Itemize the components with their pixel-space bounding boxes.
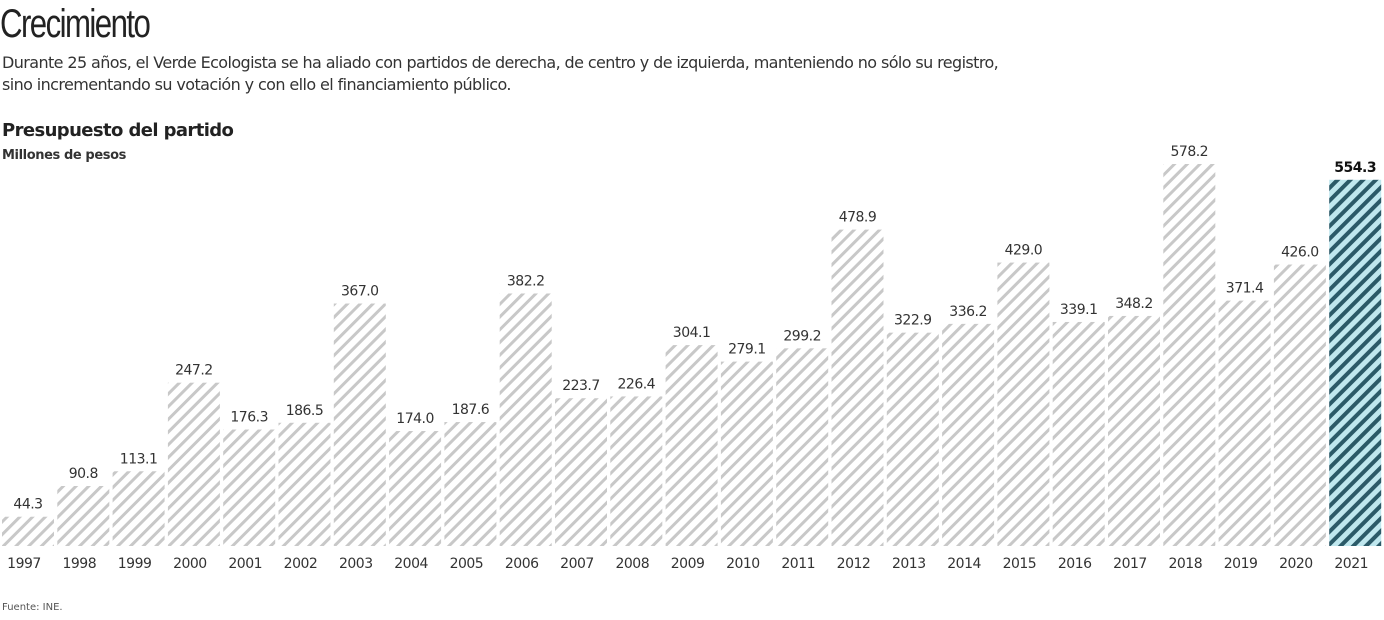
x-tick-label-2006: 2006 (505, 556, 539, 572)
bar-1999 (112, 471, 165, 546)
data-label-2006: 382.2 (507, 273, 545, 289)
x-tick-label-2016: 2016 (1058, 556, 1092, 572)
x-tick-label-2007: 2007 (560, 556, 594, 572)
x-tick-label-2005: 2005 (450, 556, 484, 572)
bar-2000 (167, 382, 220, 546)
bar-1998 (57, 486, 110, 546)
bar-2013 (886, 332, 939, 546)
x-tick-label-2011: 2011 (781, 556, 815, 572)
bar-2004 (389, 431, 442, 546)
data-label-1998: 90.8 (69, 466, 98, 482)
data-label-2003: 367.0 (341, 284, 379, 300)
x-tick-label-2008: 2008 (615, 556, 649, 572)
data-label-1997: 44.3 (13, 497, 42, 513)
bar-2007 (555, 398, 607, 546)
data-label-2009: 304.1 (673, 325, 711, 341)
bar-2006 (499, 293, 552, 546)
bar-1997 (2, 516, 54, 546)
bar-2008 (610, 396, 663, 546)
bar-2020 (1273, 264, 1326, 546)
x-tick-label-1998: 1998 (62, 556, 96, 572)
x-tick-label-2017: 2017 (1113, 556, 1147, 572)
source-note: Fuente: INE. (2, 602, 63, 613)
x-tick-label-2014: 2014 (947, 556, 981, 572)
bar-2003 (333, 303, 386, 546)
bar-2015 (997, 262, 1050, 546)
bar-2002 (278, 422, 331, 546)
bar-2012 (831, 229, 884, 547)
data-label-2004: 174.0 (396, 411, 434, 427)
bar-2014 (942, 323, 995, 546)
chart-title: Presupuesto del partido (2, 120, 234, 141)
x-tick-label-2021: 2021 (1334, 556, 1368, 572)
data-label-2018: 578.2 (1171, 144, 1209, 160)
x-tick-label-2000: 2000 (173, 556, 207, 572)
data-label-2012: 478.9 (839, 210, 877, 226)
x-tick-label-2001: 2001 (228, 556, 262, 572)
data-label-2017: 348.2 (1115, 296, 1153, 312)
x-tick-label-2019: 2019 (1224, 556, 1258, 572)
data-label-1999: 113.1 (120, 451, 158, 467)
data-label-2008: 226.4 (618, 376, 656, 392)
bar-2016 (1052, 321, 1105, 546)
bar-2019 (1218, 300, 1271, 546)
x-tick-label-2004: 2004 (394, 556, 428, 572)
x-tick-label-2009: 2009 (671, 556, 705, 572)
subtitle: Durante 25 años, el Verde Ecologista se … (2, 53, 999, 94)
x-tick-label-1997: 1997 (7, 556, 41, 572)
data-label-2014: 336.2 (949, 304, 987, 320)
x-tick-label-2003: 2003 (339, 556, 373, 572)
x-tick-label-1999: 1999 (118, 556, 152, 572)
bar-2011 (776, 348, 829, 546)
data-label-2019: 371.4 (1226, 281, 1264, 297)
x-tick-label-2018: 2018 (1168, 556, 1202, 572)
data-label-2005: 187.6 (452, 402, 490, 418)
bar-2005 (444, 422, 497, 546)
page-title: Crecimiento (0, 2, 151, 46)
data-label-2002: 186.5 (286, 403, 324, 419)
data-label-2016: 339.1 (1060, 302, 1098, 318)
bar-2021 (1329, 179, 1382, 546)
x-tick-label-2013: 2013 (892, 556, 926, 572)
data-label-2000: 247.2 (175, 363, 213, 379)
bar-2018 (1163, 164, 1216, 546)
x-tick-label-2002: 2002 (284, 556, 318, 572)
data-label-2020: 426.0 (1281, 245, 1319, 261)
x-tick-label-2020: 2020 (1279, 556, 1313, 572)
data-label-2001: 176.3 (230, 410, 268, 426)
data-label-2010: 279.1 (728, 342, 766, 358)
bar-2010 (720, 361, 773, 546)
x-tick-label-2010: 2010 (726, 556, 760, 572)
data-label-2013: 322.9 (894, 313, 932, 329)
data-label-2015: 429.0 (1005, 243, 1043, 259)
bar-2009 (665, 345, 718, 546)
x-tick-label-2015: 2015 (1003, 556, 1037, 572)
data-label-2007: 223.7 (562, 378, 600, 394)
bar-2017 (1108, 315, 1160, 546)
bar-2001 (223, 429, 276, 546)
data-label-2021: 554.3 (1334, 160, 1376, 176)
y-axis-unit: Millones de pesos (2, 148, 126, 163)
x-tick-label-2012: 2012 (837, 556, 871, 572)
data-label-2011: 299.2 (783, 328, 821, 344)
